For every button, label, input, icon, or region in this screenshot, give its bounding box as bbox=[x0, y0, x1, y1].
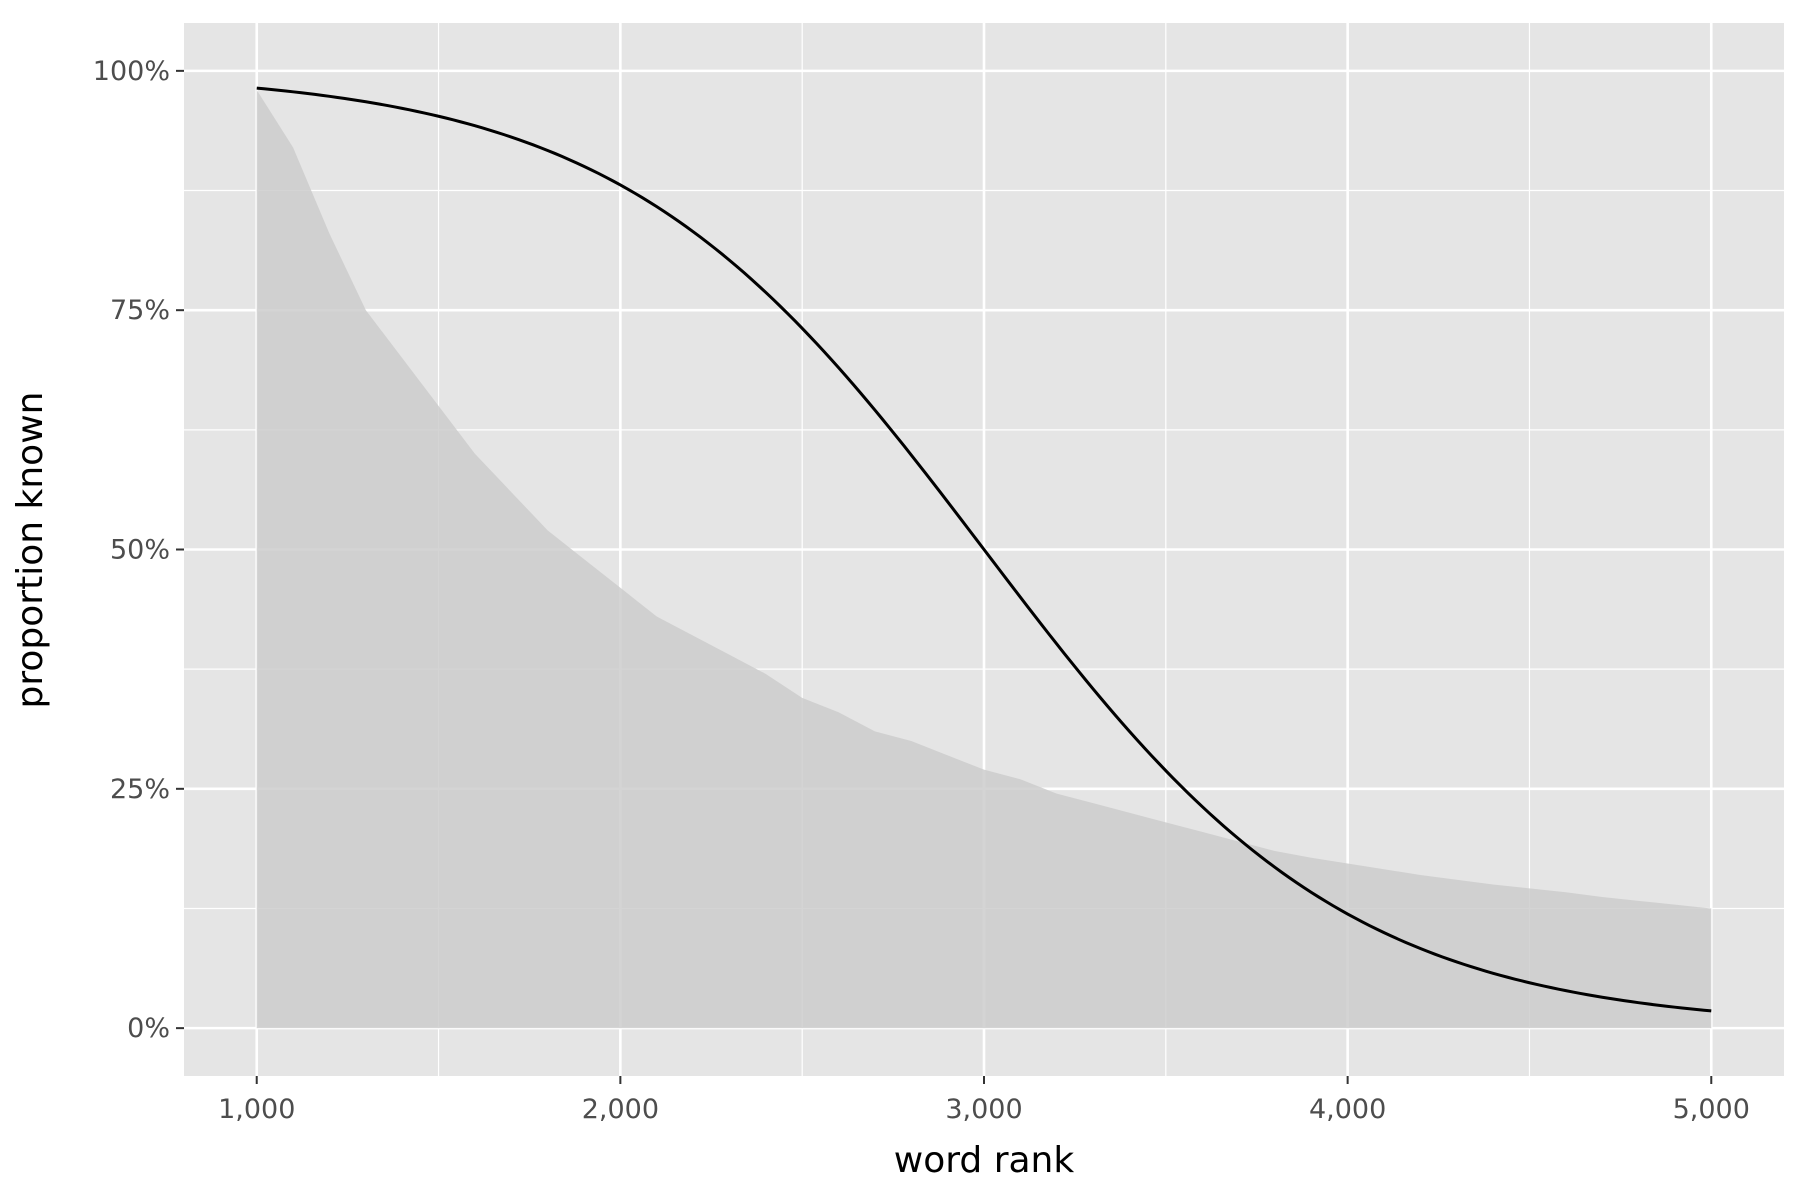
y-axis-title: proportion known bbox=[10, 392, 51, 709]
x-tick-label: 5,000 bbox=[1673, 1094, 1750, 1125]
x-tick-label: 3,000 bbox=[945, 1094, 1022, 1125]
x-tick-label: 1,000 bbox=[218, 1094, 295, 1125]
x-axis-title: word rank bbox=[894, 1140, 1075, 1181]
y-tick-label: 100% bbox=[93, 56, 170, 87]
line-curve bbox=[256, 86, 1712, 1013]
y-tick-label: 0% bbox=[127, 1013, 170, 1044]
line-series bbox=[256, 86, 1712, 1013]
x-tick-label: 4,000 bbox=[1309, 1094, 1386, 1125]
x-axis: 1,000 2,000 3,000 4,000 5,000 bbox=[218, 1076, 1750, 1125]
y-tick-label: 25% bbox=[110, 774, 170, 805]
x-tick-label: 2,000 bbox=[582, 1094, 659, 1125]
y-tick-label: 50% bbox=[110, 535, 170, 566]
area-fill bbox=[256, 90, 1712, 1029]
area-series bbox=[256, 90, 1712, 1029]
y-tick-label: 75% bbox=[110, 295, 170, 326]
y-axis: 0% 25% 50% 75% 100% bbox=[93, 56, 184, 1044]
